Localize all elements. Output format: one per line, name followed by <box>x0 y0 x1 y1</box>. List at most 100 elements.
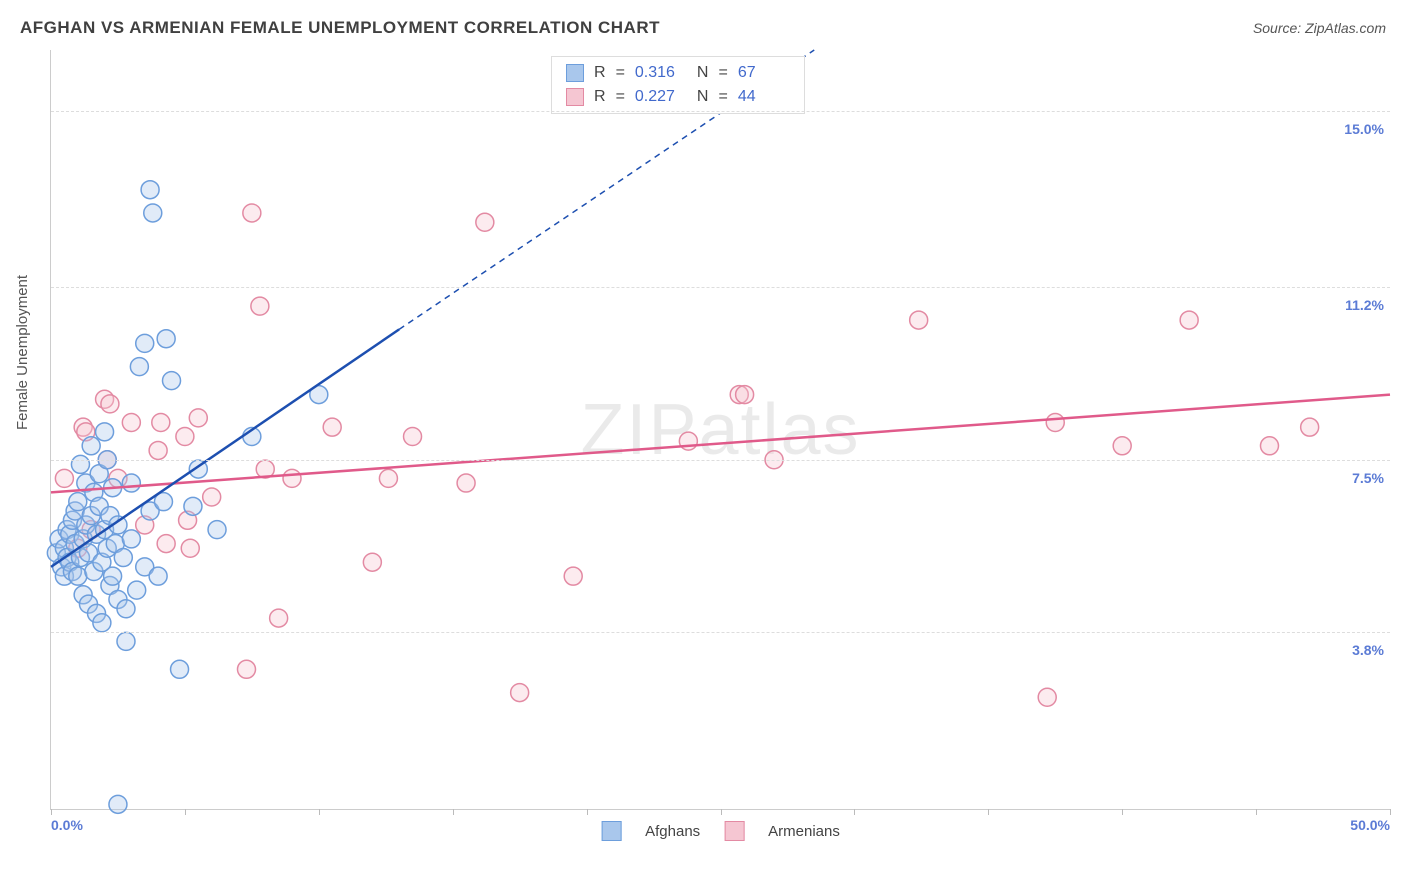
grid-line <box>51 287 1390 288</box>
data-point <box>1038 688 1056 706</box>
y-tick-label: 7.5% <box>1352 470 1384 486</box>
x-tick <box>51 809 52 815</box>
data-point <box>136 334 154 352</box>
x-tick <box>721 809 722 815</box>
x-tick-label-min: 0.0% <box>51 817 83 833</box>
data-point <box>69 493 87 511</box>
data-point <box>237 660 255 678</box>
data-point <box>270 609 288 627</box>
data-point <box>1180 311 1198 329</box>
data-point <box>96 423 114 441</box>
corr-row-armenians: R = 0.227 N = 44 <box>566 85 790 109</box>
afghans-swatch-icon <box>566 64 584 82</box>
n-label: N <box>697 85 709 109</box>
chart-title: AFGHAN VS ARMENIAN FEMALE UNEMPLOYMENT C… <box>20 18 660 38</box>
y-axis-label: Female Unemployment <box>14 275 31 430</box>
armenians-legend-label: Armenians <box>768 823 840 840</box>
data-point <box>130 358 148 376</box>
data-point <box>157 535 175 553</box>
eq-sign: = <box>718 85 727 109</box>
x-tick <box>988 809 989 815</box>
x-tick <box>854 809 855 815</box>
data-point <box>181 539 199 557</box>
data-point <box>71 455 89 473</box>
data-point <box>1260 437 1278 455</box>
afghans-n-value: 67 <box>738 61 790 85</box>
data-point <box>323 418 341 436</box>
chart-svg <box>51 50 1390 809</box>
data-point <box>55 469 73 487</box>
x-tick <box>587 809 588 815</box>
data-point <box>1113 437 1131 455</box>
x-tick <box>1256 809 1257 815</box>
data-point <box>910 311 928 329</box>
data-point <box>117 600 135 618</box>
data-point <box>109 795 127 813</box>
armenians-swatch-icon <box>724 821 744 841</box>
data-point <box>404 427 422 445</box>
data-point <box>251 297 269 315</box>
n-label: N <box>697 61 709 85</box>
data-point <box>363 553 381 571</box>
data-point <box>511 684 529 702</box>
data-point <box>117 632 135 650</box>
data-point <box>1301 418 1319 436</box>
x-tick <box>453 809 454 815</box>
y-tick-label: 15.0% <box>1344 121 1384 137</box>
data-point <box>476 213 494 231</box>
y-tick-label: 3.8% <box>1352 642 1384 658</box>
plot-area: ZIPatlas R = 0.316 N = 67 R = 0.227 N = … <box>50 50 1390 810</box>
x-tick <box>1390 809 1391 815</box>
data-point <box>379 469 397 487</box>
r-label: R <box>594 61 606 85</box>
afghans-legend-label: Afghans <box>645 823 700 840</box>
data-point <box>93 614 111 632</box>
data-point <box>243 204 261 222</box>
data-point <box>157 330 175 348</box>
eq-sign: = <box>616 85 625 109</box>
data-point <box>203 488 221 506</box>
data-point <box>122 414 140 432</box>
correlation-legend: R = 0.316 N = 67 R = 0.227 N = 44 <box>551 56 805 114</box>
eq-sign: = <box>718 61 727 85</box>
data-point <box>564 567 582 585</box>
data-point <box>163 372 181 390</box>
series-legend: Afghans Armenians <box>601 821 840 841</box>
data-point <box>114 549 132 567</box>
data-point <box>171 660 189 678</box>
grid-line <box>51 111 1390 112</box>
data-point <box>457 474 475 492</box>
x-tick <box>319 809 320 815</box>
armenians-swatch-icon <box>566 88 584 106</box>
afghans-r-value: 0.316 <box>635 61 687 85</box>
data-point <box>128 581 146 599</box>
r-label: R <box>594 85 606 109</box>
data-point <box>189 409 207 427</box>
x-tick <box>185 809 186 815</box>
data-point <box>283 469 301 487</box>
data-point <box>149 441 167 459</box>
corr-row-afghans: R = 0.316 N = 67 <box>566 61 790 85</box>
data-point <box>152 414 170 432</box>
data-point <box>208 521 226 539</box>
data-point <box>122 530 140 548</box>
grid-line <box>51 632 1390 633</box>
data-point <box>122 474 140 492</box>
data-point <box>1046 414 1064 432</box>
data-point <box>104 567 122 585</box>
data-point <box>176 427 194 445</box>
data-point <box>736 386 754 404</box>
data-point <box>101 395 119 413</box>
afghans-swatch-icon <box>601 821 621 841</box>
data-point <box>184 497 202 515</box>
data-point <box>82 437 100 455</box>
data-point <box>141 181 159 199</box>
source-label: Source: ZipAtlas.com <box>1253 20 1386 36</box>
armenians-r-value: 0.227 <box>635 85 687 109</box>
data-point <box>149 567 167 585</box>
eq-sign: = <box>616 61 625 85</box>
data-point <box>69 567 87 585</box>
x-tick-label-max: 50.0% <box>1350 817 1390 833</box>
grid-line <box>51 460 1390 461</box>
armenians-n-value: 44 <box>738 85 790 109</box>
